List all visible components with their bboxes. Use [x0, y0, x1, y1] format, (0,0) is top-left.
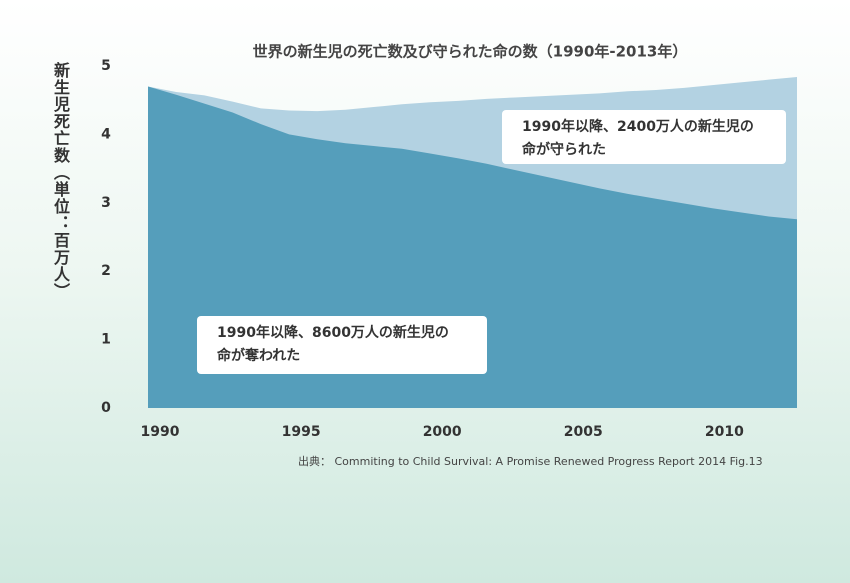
y-axis-label: 新生児死亡数（単位：百万人） [51, 62, 70, 300]
y-tick-label: 2 [101, 263, 111, 279]
x-tick-label: 2010 [705, 424, 744, 440]
x-tick-label: 1990 [141, 424, 180, 440]
x-tick-label: 1995 [282, 424, 321, 440]
annotation-box [197, 316, 487, 374]
y-tick-label: 0 [101, 400, 111, 416]
y-tick-label: 3 [101, 195, 111, 211]
chart-title: 世界の新生児の死亡数及び守られた命の数（1990年-2013年） [253, 43, 688, 61]
x-tick-label: 2005 [564, 424, 603, 440]
annotation-box [502, 110, 786, 164]
y-tick-label: 5 [101, 58, 111, 74]
y-tick-label: 4 [101, 126, 111, 142]
annotation-text: 命が守られた [521, 141, 606, 158]
x-tick-label: 2000 [423, 424, 462, 440]
y-tick-label: 1 [101, 332, 111, 348]
annotation-text: 1990年以降、2400万人の新生児の [522, 118, 754, 135]
annotation-text: 1990年以降、8600万人の新生児の [217, 324, 449, 341]
annotation-text: 命が奪われた [216, 347, 300, 364]
source-note: 出典： Commiting to Child Survival: A Promi… [298, 454, 763, 468]
